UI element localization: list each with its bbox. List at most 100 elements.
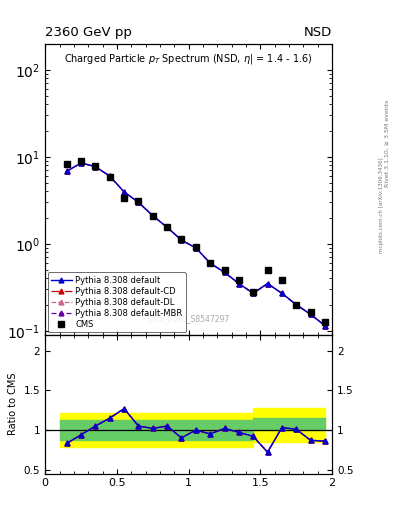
Pythia 8.308 default-MBR	[93, 164, 98, 170]
CMS	[79, 158, 83, 164]
Pythia 8.308 default-DL	[122, 189, 127, 195]
Pythia 8.308 default-CD	[179, 237, 184, 243]
Pythia 8.308 default	[165, 224, 169, 230]
CMS	[64, 161, 69, 167]
Pythia 8.308 default	[151, 212, 155, 219]
Pythia 8.308 default-CD	[279, 290, 284, 296]
Pythia 8.308 default	[79, 160, 83, 166]
Pythia 8.308 default	[323, 323, 327, 329]
Pythia 8.308 default	[251, 290, 255, 296]
Pythia 8.308 default-MBR	[237, 281, 241, 287]
Pythia 8.308 default-CD	[208, 260, 213, 266]
Pythia 8.308 default-CD	[193, 245, 198, 251]
Text: Rivet 3.1.10, ≥ 3.5M events: Rivet 3.1.10, ≥ 3.5M events	[385, 100, 389, 187]
Pythia 8.308 default-DL	[151, 212, 155, 219]
Pythia 8.308 default-CD	[323, 323, 327, 329]
Pythia 8.308 default	[64, 168, 69, 175]
CMS	[323, 319, 327, 326]
Pythia 8.308 default	[179, 237, 184, 243]
Pythia 8.308 default-DL	[179, 237, 184, 243]
Pythia 8.308 default-CD	[265, 281, 270, 287]
Pythia 8.308 default	[265, 281, 270, 287]
Pythia 8.308 default-DL	[237, 281, 241, 287]
CMS	[265, 267, 270, 273]
Pythia 8.308 default-MBR	[165, 224, 169, 230]
Pythia 8.308 default	[93, 164, 98, 170]
Pythia 8.308 default-DL	[251, 290, 255, 296]
Line: CMS: CMS	[64, 158, 328, 326]
CMS	[279, 278, 284, 284]
Pythia 8.308 default-MBR	[107, 173, 112, 179]
Text: mcplots.cern.ch [arXiv:1306.3436]: mcplots.cern.ch [arXiv:1306.3436]	[380, 157, 384, 252]
CMS	[107, 174, 112, 180]
Pythia 8.308 default-MBR	[294, 302, 299, 308]
Pythia 8.308 default-DL	[308, 311, 313, 317]
Pythia 8.308 default-MBR	[208, 260, 213, 266]
Pythia 8.308 default-CD	[165, 224, 169, 230]
Pythia 8.308 default-DL	[93, 164, 98, 170]
Pythia 8.308 default-DL	[222, 269, 227, 275]
CMS	[222, 267, 227, 273]
Pythia 8.308 default-MBR	[136, 199, 141, 205]
CMS	[294, 302, 299, 308]
Pythia 8.308 default-DL	[107, 173, 112, 179]
Pythia 8.308 default-CD	[93, 164, 98, 170]
Pythia 8.308 default	[237, 281, 241, 287]
Text: 2360 GeV pp: 2360 GeV pp	[45, 27, 132, 39]
Legend: Pythia 8.308 default, Pythia 8.308 default-CD, Pythia 8.308 default-DL, Pythia 8: Pythia 8.308 default, Pythia 8.308 defau…	[48, 272, 186, 332]
Pythia 8.308 default-MBR	[251, 290, 255, 296]
CMS	[136, 198, 141, 204]
Pythia 8.308 default	[107, 173, 112, 179]
CMS	[93, 163, 98, 169]
Line: Pythia 8.308 default-DL: Pythia 8.308 default-DL	[64, 160, 327, 328]
Pythia 8.308 default-DL	[323, 323, 327, 329]
Pythia 8.308 default-CD	[64, 168, 69, 175]
CMS	[193, 244, 198, 250]
Pythia 8.308 default-MBR	[179, 237, 184, 243]
Y-axis label: Ratio to CMS: Ratio to CMS	[8, 373, 18, 436]
Pythia 8.308 default-CD	[251, 290, 255, 296]
CMS	[251, 289, 255, 295]
Pythia 8.308 default-MBR	[323, 323, 327, 329]
Line: Pythia 8.308 default: Pythia 8.308 default	[64, 160, 327, 328]
Pythia 8.308 default	[208, 260, 213, 266]
Pythia 8.308 default-CD	[151, 212, 155, 219]
Pythia 8.308 default-DL	[79, 160, 83, 166]
Pythia 8.308 default-MBR	[265, 281, 270, 287]
Pythia 8.308 default	[294, 302, 299, 308]
Pythia 8.308 default-MBR	[222, 269, 227, 275]
Pythia 8.308 default-CD	[294, 302, 299, 308]
Pythia 8.308 default-DL	[265, 281, 270, 287]
Pythia 8.308 default	[279, 290, 284, 296]
CMS	[165, 224, 169, 230]
Pythia 8.308 default	[193, 245, 198, 251]
Pythia 8.308 default-CD	[136, 199, 141, 205]
Pythia 8.308 default-CD	[79, 160, 83, 166]
Pythia 8.308 default-CD	[222, 269, 227, 275]
CMS	[208, 260, 213, 266]
Pythia 8.308 default-MBR	[308, 311, 313, 317]
Pythia 8.308 default-MBR	[64, 168, 69, 175]
Pythia 8.308 default	[222, 269, 227, 275]
Pythia 8.308 default-DL	[294, 302, 299, 308]
Pythia 8.308 default-MBR	[122, 189, 127, 195]
Pythia 8.308 default-MBR	[79, 160, 83, 166]
CMS	[308, 309, 313, 315]
Pythia 8.308 default-MBR	[151, 212, 155, 219]
Pythia 8.308 default-CD	[107, 173, 112, 179]
Pythia 8.308 default-DL	[279, 290, 284, 296]
Pythia 8.308 default-MBR	[193, 245, 198, 251]
Pythia 8.308 default-DL	[165, 224, 169, 230]
Pythia 8.308 default-CD	[308, 311, 313, 317]
Pythia 8.308 default-DL	[64, 168, 69, 175]
CMS	[122, 195, 127, 201]
Line: Pythia 8.308 default-CD: Pythia 8.308 default-CD	[64, 160, 327, 328]
Pythia 8.308 default-CD	[122, 189, 127, 195]
CMS	[179, 236, 184, 242]
CMS	[151, 212, 155, 219]
Pythia 8.308 default	[308, 311, 313, 317]
Pythia 8.308 default-DL	[193, 245, 198, 251]
Pythia 8.308 default-MBR	[279, 290, 284, 296]
Text: CMS_2010_S8547297: CMS_2010_S8547297	[147, 314, 230, 323]
Pythia 8.308 default-DL	[136, 199, 141, 205]
